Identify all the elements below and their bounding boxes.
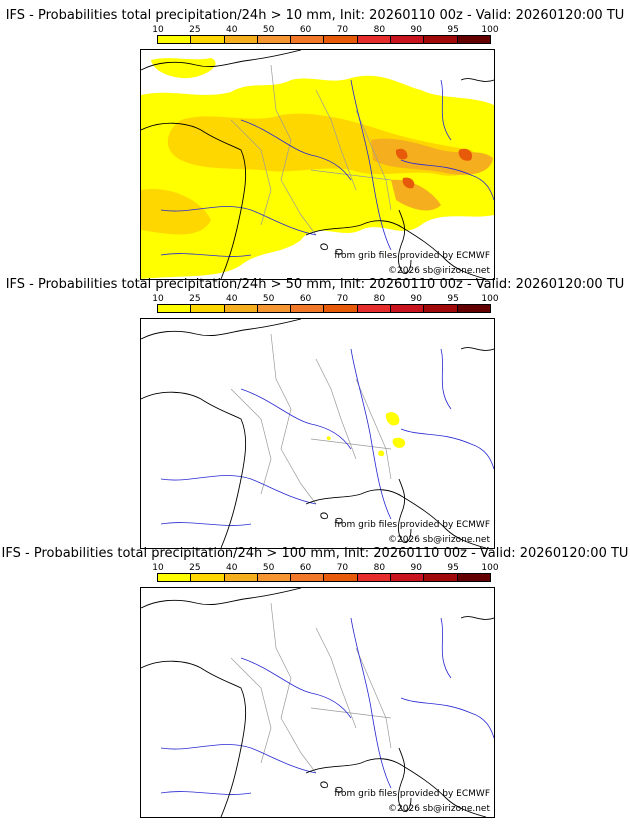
colorbar-segment (191, 305, 225, 312)
colorbar-segment (324, 36, 358, 43)
panel-title: IFS - Probabilities total precipitation/… (5, 8, 625, 23)
colorbar-tick-label: 25 (189, 563, 201, 573)
source-credit: from grib files provided by ECMWF (334, 789, 490, 799)
panel-title: IFS - Probabilities total precipitation/… (5, 277, 625, 292)
colorbar-tick-label: 70 (336, 25, 349, 35)
colorbar-tick-label: 80 (373, 25, 386, 35)
colorbar-segment (158, 305, 192, 312)
colorbar-tick-label: 25 (189, 25, 201, 35)
colorbar-tick-label: 95 (447, 294, 459, 304)
coastlines (141, 319, 494, 548)
colorbar-tick-label: 70 (336, 563, 349, 573)
colorbar-tick-label: 40 (226, 294, 238, 304)
colorbar-segment (324, 574, 358, 581)
colorbar-tick-label: 100 (481, 563, 499, 573)
map-canvas (141, 319, 494, 548)
colorbar-segment (224, 36, 258, 43)
colorbar-tick-label: 10 (152, 294, 164, 304)
colorbar-segment (291, 36, 325, 43)
colorbar-labels: 10 25 40 50 60 70 80 90 95 100 (152, 563, 498, 573)
colorbar-tick-label: 90 (410, 25, 422, 35)
copyright-credit: ©2026 sb@irizone.net (388, 535, 490, 545)
map-canvas (141, 50, 494, 279)
colorbar-segment (457, 305, 490, 312)
panel-title: IFS - Probabilities total precipitation/… (1, 546, 629, 561)
probability-map: from grib files provided by ECMWF ©2026 … (140, 49, 495, 280)
colorbar-segment (357, 305, 392, 312)
colorbar-labels: 10 25 40 50 60 70 80 90 95 100 (152, 294, 498, 304)
colorbar-tick-label: 40 (226, 25, 238, 35)
country-borders (230, 602, 392, 774)
colorbar-tick-label: 95 (447, 25, 459, 35)
colorbar-tick-label: 40 (226, 563, 238, 573)
colorbar-segment (391, 36, 425, 43)
colorbar-segment (357, 574, 392, 581)
colorbar-segment (391, 305, 425, 312)
colorbar-tick-label: 50 (262, 563, 275, 573)
rivers (160, 617, 494, 795)
panel-100mm: IFS - Probabilities total precipitation/… (0, 546, 630, 818)
colorbar-segment (224, 574, 258, 581)
colorbar-tick-label: 80 (373, 563, 386, 573)
colorbar-segment (158, 36, 192, 43)
coastlines (141, 50, 494, 279)
colorbar-tick-label: 50 (262, 25, 275, 35)
colorbar-tick-label: 25 (189, 294, 201, 304)
colorbar-labels: 10 25 40 50 60 70 80 90 95 100 (152, 25, 498, 35)
colorbar-tick-label: 95 (447, 563, 459, 573)
panel-50mm: IFS - Probabilities total precipitation/… (0, 277, 630, 549)
colorbar-tick-label: 70 (336, 294, 349, 304)
colorbar-segment (158, 574, 192, 581)
country-borders (230, 333, 392, 505)
colorbar-segment (424, 36, 458, 43)
colorbar-segment (191, 36, 225, 43)
colorbar-segment (324, 305, 358, 312)
colorbar-segment (391, 574, 425, 581)
colorbar-segment (257, 36, 292, 43)
colorbar-tick-label: 100 (481, 25, 499, 35)
colorbar-tick-label: 60 (299, 294, 312, 304)
colorbar-tick-label: 80 (373, 294, 386, 304)
copyright-credit: ©2026 sb@irizone.net (388, 804, 490, 814)
colorbar-tick-label: 60 (299, 563, 312, 573)
rivers (160, 79, 494, 257)
colorbar-segment (191, 574, 225, 581)
probability-map: from grib files provided by ECMWF ©2026 … (140, 318, 495, 549)
probability-map: from grib files provided by ECMWF ©2026 … (140, 587, 495, 818)
source-credit: from grib files provided by ECMWF (334, 520, 490, 530)
colorbar-segment (457, 574, 490, 581)
colorbar (157, 304, 491, 313)
colorbar-tick-label: 60 (299, 25, 312, 35)
colorbar-segment (257, 305, 292, 312)
colorbar-segment (291, 574, 325, 581)
colorbar-tick-label: 10 (152, 25, 164, 35)
rivers (160, 348, 494, 526)
colorbar-segment (424, 305, 458, 312)
coastlines (141, 588, 494, 817)
precip-probability-overlay (326, 412, 406, 457)
precip-probability-overlay (141, 58, 494, 279)
source-credit: from grib files provided by ECMWF (334, 251, 490, 261)
colorbar-tick-label: 50 (262, 294, 275, 304)
panel-10mm: IFS - Probabilities total precipitation/… (0, 8, 630, 280)
colorbar (157, 573, 491, 582)
colorbar-tick-label: 90 (410, 294, 422, 304)
colorbar-segment (357, 36, 392, 43)
colorbar-tick-label: 10 (152, 563, 164, 573)
colorbar-segment (257, 574, 292, 581)
colorbar (157, 35, 491, 44)
colorbar-segment (457, 36, 490, 43)
map-canvas (141, 588, 494, 817)
colorbar-tick-label: 90 (410, 563, 422, 573)
colorbar-tick-label: 100 (481, 294, 499, 304)
colorbar-segment (424, 574, 458, 581)
country-borders (230, 64, 392, 236)
colorbar-segment (291, 305, 325, 312)
colorbar-segment (224, 305, 258, 312)
copyright-credit: ©2026 sb@irizone.net (388, 266, 490, 276)
